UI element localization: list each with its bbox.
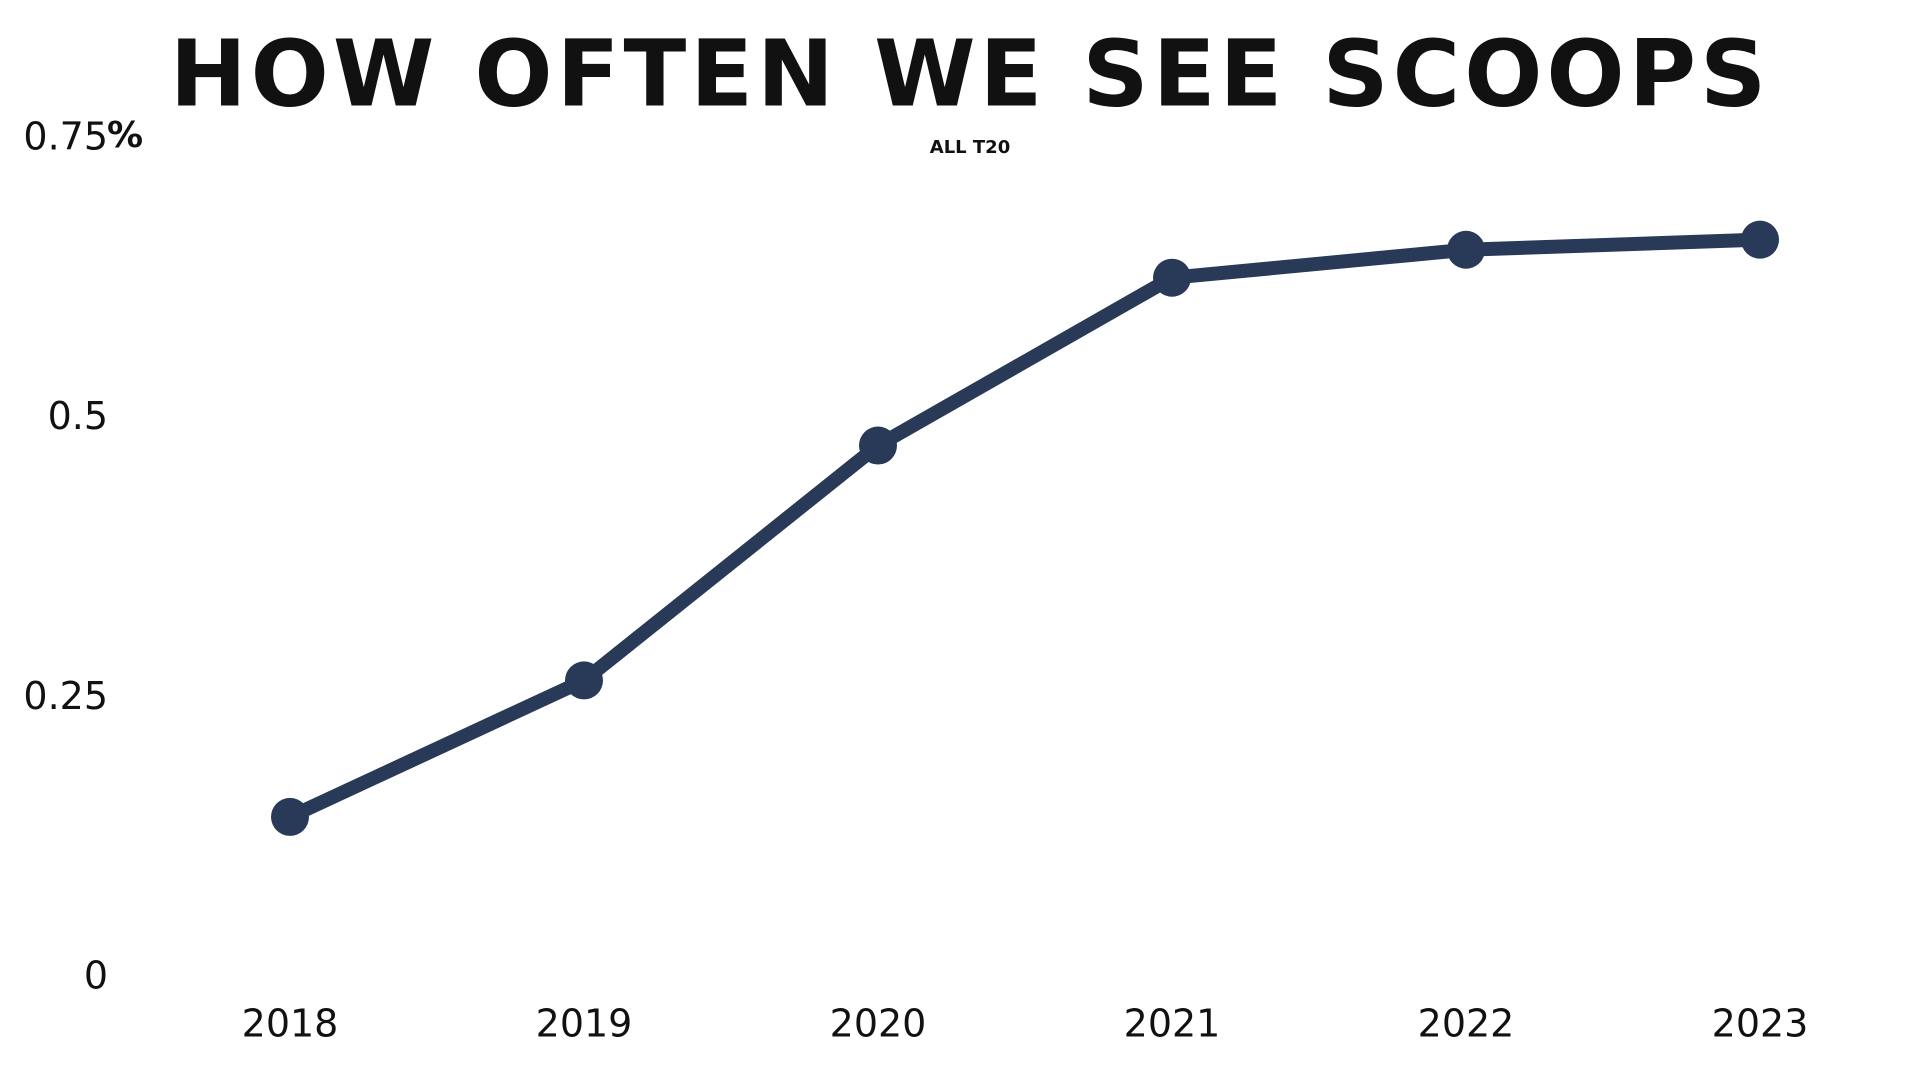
- point: [1153, 258, 1191, 297]
- point: [859, 426, 897, 465]
- x-tick-label: 2020: [830, 1002, 927, 1046]
- line: [283, 232, 1767, 824]
- point: [271, 797, 309, 836]
- chart-subtitle: ALL T20: [930, 137, 1010, 158]
- x-tick-label: 2018: [242, 1002, 339, 1046]
- x-tick-label: 2021: [1124, 1002, 1221, 1046]
- x-tick-label: 2019: [536, 1002, 633, 1046]
- y-unit: %: [107, 115, 143, 156]
- y-tick-label: 0.75: [23, 115, 108, 159]
- y-tick-label: 0: [84, 954, 108, 998]
- x-tick-label: 2023: [1712, 1002, 1809, 1046]
- y-tick-label: 0.5: [48, 394, 108, 438]
- point: [1741, 220, 1779, 259]
- x-tick-label: 2022: [1418, 1002, 1515, 1046]
- point: [1447, 230, 1485, 269]
- chart-title: HOW OFTEN WE SEE SCOOPS: [170, 20, 1771, 127]
- point: [565, 661, 603, 700]
- y-tick-label: 0.25: [23, 674, 108, 718]
